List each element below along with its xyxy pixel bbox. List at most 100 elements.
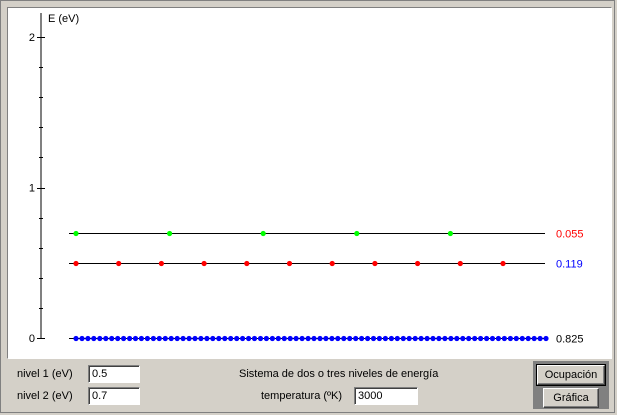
- particle-dot: [323, 335, 329, 342]
- particle-dot: [246, 335, 252, 342]
- nivel1-input[interactable]: [88, 365, 140, 383]
- particle-dot: [370, 335, 377, 342]
- button-area: Ocupación Gráfica: [533, 361, 609, 409]
- particle-dot: [251, 335, 258, 342]
- particle-dot: [430, 335, 436, 342]
- particle-dot: [103, 335, 109, 342]
- particle-dot: [472, 335, 478, 342]
- particle-dot: [354, 230, 360, 237]
- particle-dot: [167, 230, 173, 237]
- particle-dot: [495, 335, 501, 342]
- particle-dot: [201, 260, 207, 267]
- particle-dot: [412, 335, 418, 342]
- particle-dot: [442, 335, 448, 342]
- particle-dot: [448, 335, 454, 342]
- particle-dot: [537, 335, 543, 342]
- particle-dot: [269, 335, 275, 342]
- particle-dot: [436, 335, 442, 342]
- ocupacion-button[interactable]: Ocupación: [536, 364, 606, 386]
- energy-levels: 0.825 0.119 0.055: [69, 229, 584, 346]
- particle-dot: [281, 335, 287, 342]
- particle-dot: [460, 335, 466, 342]
- particle-dot: [513, 335, 519, 342]
- particle-dot: [543, 335, 549, 342]
- particle-dot: [234, 335, 240, 342]
- particle-dot: [156, 335, 162, 342]
- particle-dot: [91, 335, 97, 342]
- occupation-label: 0.119: [556, 259, 583, 271]
- particle-dot: [388, 335, 394, 342]
- particle-dot: [353, 335, 359, 342]
- particle-dot: [150, 335, 156, 342]
- particle-dot: [424, 335, 430, 342]
- particle-dot: [73, 335, 79, 342]
- particle-dot: [260, 230, 266, 237]
- particle-dot: [507, 335, 513, 342]
- particle-dot: [116, 260, 122, 267]
- particle-dot: [121, 335, 127, 342]
- nivel1-label: nivel 1 (eV): [17, 368, 73, 380]
- particle-dot: [192, 335, 198, 342]
- particle-dot: [127, 335, 133, 342]
- particle-dot: [329, 260, 335, 267]
- nivel2-input[interactable]: [88, 387, 140, 405]
- particle-dot: [519, 335, 525, 342]
- particle-dot: [341, 335, 347, 342]
- particle-dot: [394, 335, 400, 342]
- particle-dot: [376, 335, 382, 342]
- particle-dot: [457, 260, 463, 267]
- particle-dot: [531, 335, 537, 342]
- particle-dot: [287, 335, 293, 342]
- y-axis-ticks: 0 1 2: [29, 32, 45, 345]
- particle-dot: [317, 335, 323, 342]
- particle-dot: [484, 335, 490, 342]
- y-tick-label: 0: [29, 333, 35, 345]
- particle-dot: [478, 335, 484, 342]
- particle-dot: [132, 335, 139, 342]
- particle-dot: [73, 230, 79, 237]
- particle-dot: [305, 335, 311, 342]
- particle-dot: [79, 335, 85, 342]
- control-panel: nivel 1 (eV) nivel 2 (eV) Sistema de dos…: [7, 359, 612, 410]
- particle-dot: [115, 335, 121, 342]
- particle-dot: [222, 335, 228, 342]
- particle-dot: [365, 335, 371, 342]
- particle-dot: [418, 335, 424, 342]
- temperature-input[interactable]: [354, 387, 418, 405]
- system-title: Sistema de dos o tres niveles de energía: [239, 368, 439, 380]
- particle-dot: [299, 335, 305, 342]
- particle-dot: [73, 260, 79, 267]
- particle-dot: [216, 335, 222, 342]
- grafica-button[interactable]: Gráfica: [543, 388, 599, 408]
- particle-dot: [138, 335, 144, 342]
- particle-dot: [144, 335, 150, 342]
- y-tick-label: 1: [29, 183, 35, 195]
- particle-dot: [198, 335, 204, 342]
- particle-dot: [174, 335, 180, 342]
- particle-dot: [244, 260, 250, 267]
- particle-dot: [228, 335, 234, 342]
- particle-dot: [415, 260, 421, 267]
- particle-dot: [406, 335, 412, 342]
- temperature-label: temperatura (ºK): [261, 390, 343, 402]
- particle-dot: [257, 335, 264, 342]
- particle-dot: [275, 335, 281, 342]
- particle-dot: [359, 335, 365, 342]
- particle-dot: [97, 335, 103, 342]
- particle-dot: [311, 335, 317, 342]
- particle-dot: [454, 335, 460, 342]
- particle-dot: [489, 335, 496, 342]
- particle-dot: [400, 335, 406, 342]
- occupation-label: 0.825: [556, 334, 584, 346]
- particle-dot: [382, 335, 388, 342]
- energy-chart-svg: E (eV) 0 1 2 0.825 0.119 0.055: [29, 13, 584, 346]
- particle-dot: [335, 335, 341, 342]
- particle-dot: [500, 260, 506, 267]
- particle-dot: [85, 335, 91, 342]
- occupation-label: 0.055: [556, 229, 584, 241]
- particle-dot: [158, 260, 164, 267]
- nivel2-label: nivel 2 (eV): [17, 390, 73, 402]
- particle-dot: [447, 230, 453, 237]
- particle-dot: [329, 335, 335, 342]
